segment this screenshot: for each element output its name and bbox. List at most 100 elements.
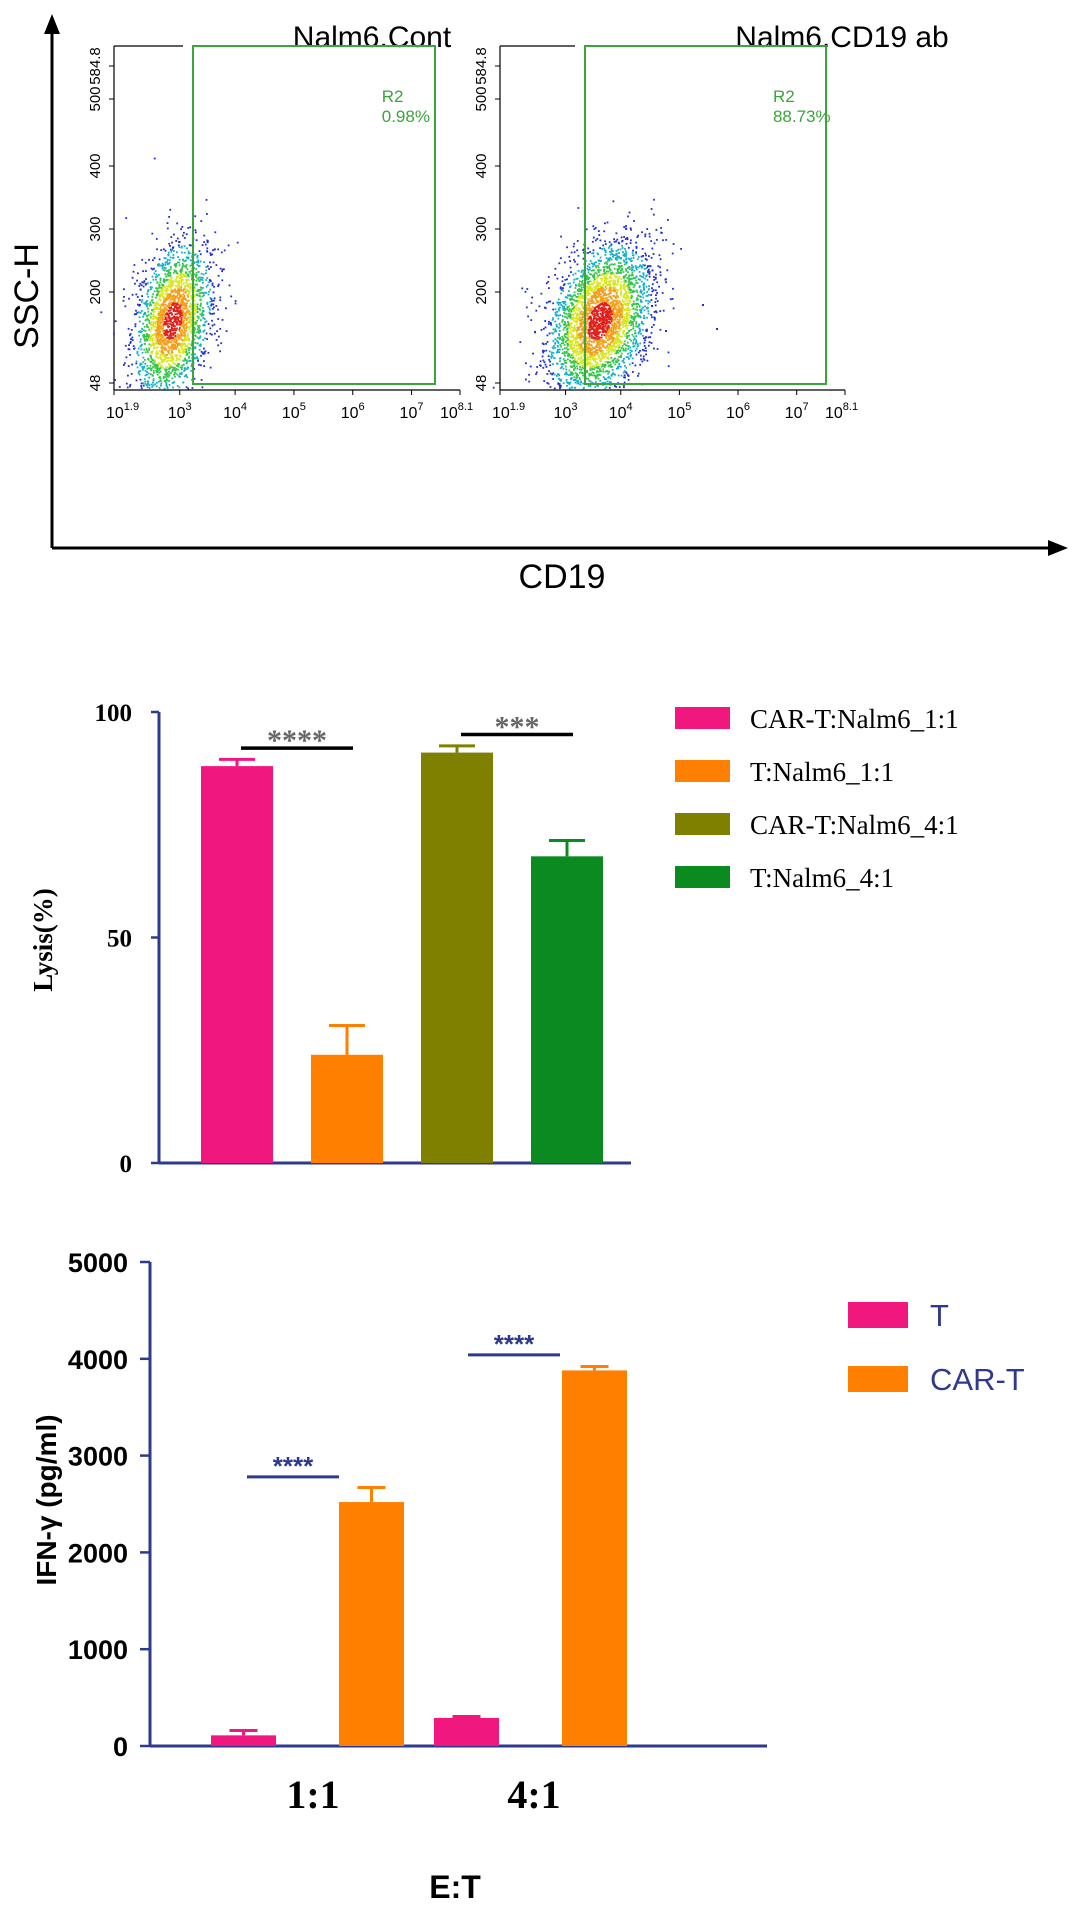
flow-event-dot: [587, 328, 590, 331]
flow-event-dot: [643, 359, 646, 361]
flow-event-dot: [178, 320, 181, 323]
flow-event-dot: [187, 227, 190, 229]
flow-event-dot: [147, 380, 149, 383]
flow-event-dot: [587, 300, 590, 303]
flow-event-dot: [196, 342, 199, 345]
flow-event-dot: [155, 336, 157, 339]
flow-event-dot: [642, 296, 645, 299]
flow-event-dot: [165, 323, 168, 326]
flow-event-dot: [539, 360, 542, 363]
flow-event-dot: [591, 301, 593, 303]
flow-event-dot: [615, 303, 618, 305]
flow-event-dot: [166, 262, 169, 265]
flow-event-dot: [615, 361, 617, 363]
flow-event-dot: [185, 329, 188, 332]
flow-event-dot: [179, 332, 182, 335]
flow-event-dot: [167, 272, 170, 274]
flow-event-dot: [557, 317, 560, 320]
flow-event-dot: [573, 356, 576, 359]
flow-event-dot: [138, 334, 141, 337]
flow-event-dot: [547, 355, 550, 357]
flow-event-dot: [141, 367, 144, 370]
flow-event-dot: [161, 317, 163, 320]
flow-event-dot: [190, 343, 193, 346]
flow-event-dot: [621, 340, 624, 343]
flow-event-dot: [611, 369, 614, 371]
flow-event-dot: [194, 283, 197, 286]
flow-event-dot: [159, 321, 162, 323]
flow-event-dot: [158, 273, 160, 276]
flow-event-dot: [587, 271, 590, 274]
flow-event-dot: [570, 297, 572, 300]
flow-event-dot: [141, 281, 144, 284]
flow-event-dot: [602, 327, 605, 330]
flow-event-dot: [158, 368, 161, 371]
flow-event-dot: [655, 311, 658, 314]
flow-event-dot: [199, 304, 202, 306]
flow-event-dot: [100, 311, 103, 314]
flow-event-dot: [619, 327, 622, 330]
flow-event-dot: [172, 250, 175, 252]
flow-event-dot: [629, 283, 632, 286]
flow-event-dot: [572, 245, 575, 248]
flow-event-dot: [592, 332, 595, 335]
flow-event-dot: [573, 362, 576, 365]
flow-event-dot: [597, 290, 599, 293]
flow-event-dot: [620, 270, 622, 272]
flow-event-dot: [575, 283, 577, 286]
flow-event-dot: [595, 290, 598, 293]
flow-event-dot: [183, 265, 186, 268]
flow-event-dot: [190, 264, 193, 267]
flow-event-dot: [157, 357, 160, 359]
flow-event-dot: [609, 268, 611, 270]
flow-event-dot: [143, 281, 145, 284]
flow-event-dot: [616, 367, 618, 370]
flow-event-dot: [641, 300, 643, 303]
flow-event-dot: [180, 321, 183, 324]
flow-event-dot: [602, 314, 604, 317]
flow-event-dot: [600, 279, 603, 282]
flow-event-dot: [553, 357, 555, 359]
flow-event-dot: [165, 357, 168, 359]
flow-event-dot: [195, 280, 198, 282]
flow-event-dot: [616, 339, 619, 342]
flow-event-dot: [623, 260, 626, 263]
flow-event-dot: [174, 297, 177, 300]
flow-event-dot: [188, 355, 190, 358]
flow-event-dot: [124, 344, 127, 347]
flow-event-dot: [187, 311, 190, 314]
flow-event-dot: [170, 295, 173, 297]
flow-event-dot: [219, 328, 222, 330]
flow-event-dot: [575, 348, 578, 351]
flow-event-dot: [638, 324, 641, 327]
flow-event-dot: [576, 333, 578, 335]
flow-event-dot: [589, 309, 592, 312]
flow-event-dot: [160, 318, 162, 321]
flow-event-dot: [160, 346, 163, 349]
flow-event-dot: [168, 216, 170, 218]
flow-event-dot: [627, 267, 629, 270]
flow-event-dot: [160, 303, 163, 306]
flow-event-dot: [623, 322, 626, 325]
flow-event-dot: [636, 314, 639, 317]
flow-event-dot: [573, 368, 576, 370]
flow-event-dot: [608, 328, 610, 331]
flow-event-dot: [602, 365, 605, 367]
flow-event-dot: [606, 270, 608, 273]
flow-event-dot: [616, 333, 619, 335]
flow-event-dot: [602, 340, 605, 343]
flow-event-dot: [154, 270, 157, 272]
flow-event-dot: [145, 347, 148, 350]
flow-event-dot: [149, 364, 152, 367]
flow-event-dot: [640, 275, 643, 278]
flow-event-dot: [637, 298, 640, 301]
flow-event-dot: [617, 365, 619, 368]
flow-event-dot: [162, 318, 165, 320]
flow-event-dot: [595, 331, 598, 333]
flow-event-dot: [212, 249, 214, 252]
flow-event-dot: [159, 339, 162, 342]
flow-event-dot: [161, 284, 164, 287]
flow-event-dot: [599, 288, 602, 290]
flow-event-dot: [646, 265, 649, 267]
flow-event-dot: [219, 296, 222, 299]
